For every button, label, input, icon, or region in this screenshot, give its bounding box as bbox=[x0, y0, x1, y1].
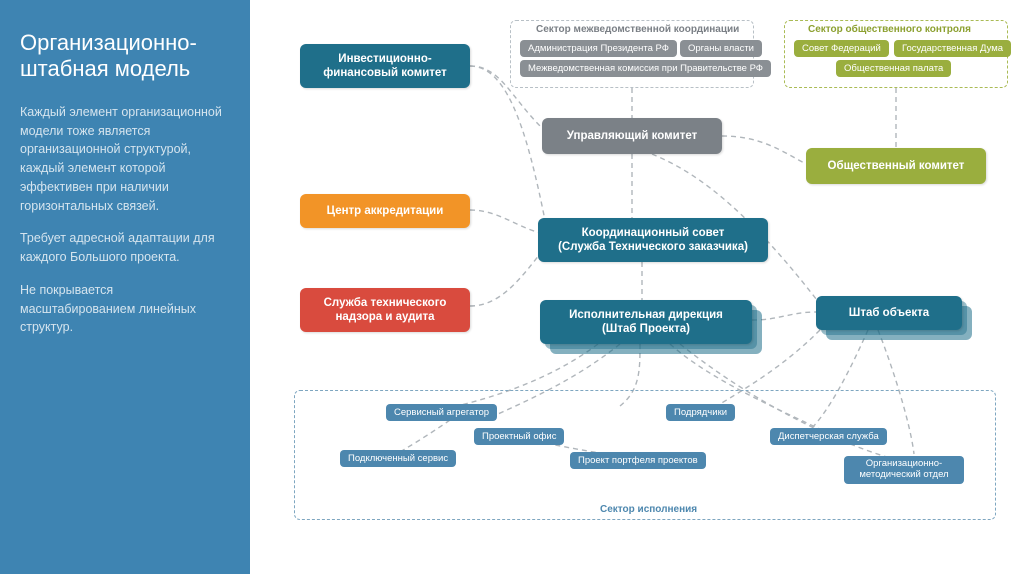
sidebar-para-2: Требует адресной адаптации для каждого Б… bbox=[20, 229, 230, 267]
sidebar-para-3: Не покрывается масштабированием линейных… bbox=[20, 281, 230, 337]
pill-exec-1: Подключенный сервис bbox=[340, 450, 456, 467]
pill-public-1: Государственная Дума bbox=[894, 40, 1011, 57]
pill-inter-0: Администрация Президента РФ bbox=[520, 40, 677, 57]
frame-label-inter: Сектор межведомственной координации bbox=[536, 24, 739, 35]
node-exec_dir: Исполнительная дирекция(Штаб Проекта) bbox=[540, 300, 752, 344]
pill-exec-6: Организационно-методический отдел bbox=[844, 456, 964, 484]
node-audit: Служба техническогонадзора и аудита bbox=[300, 288, 470, 332]
node-coord: Координационный совет(Служба Техническог… bbox=[538, 218, 768, 262]
pill-exec-2: Проектный офис bbox=[474, 428, 564, 445]
node-site_hq: Штаб объекта bbox=[816, 296, 962, 330]
pill-exec-0: Сервисный агрегатор bbox=[386, 404, 497, 421]
frame-label-public: Сектор общественного контроля bbox=[808, 24, 971, 35]
pill-public-2: Общественная палата bbox=[836, 60, 951, 77]
page-title: Организационно-штабная модель bbox=[20, 30, 230, 83]
pill-inter-1: Органы власти bbox=[680, 40, 762, 57]
pill-exec-3: Проект портфеля проектов bbox=[570, 452, 706, 469]
frame-label-exec: Сектор исполнения bbox=[600, 504, 697, 515]
pill-public-0: Совет Федераций bbox=[794, 40, 889, 57]
sidebar: Организационно-штабная модель Каждый эле… bbox=[0, 0, 250, 574]
pill-inter-2: Межведомственная комиссия при Правительс… bbox=[520, 60, 771, 77]
diagram-canvas: Сектор межведомственной координации Секто… bbox=[250, 0, 1024, 574]
pill-exec-4: Подрядчики bbox=[666, 404, 735, 421]
node-steer: Управляющий комитет bbox=[542, 118, 722, 154]
node-accred: Центр аккредитации bbox=[300, 194, 470, 228]
node-invest: Инвестиционно-финансовый комитет bbox=[300, 44, 470, 88]
node-public_c: Общественный комитет bbox=[806, 148, 986, 184]
pill-exec-5: Диспетчерская служба bbox=[770, 428, 887, 445]
sidebar-para-1: Каждый элемент организационной модели то… bbox=[20, 103, 230, 216]
